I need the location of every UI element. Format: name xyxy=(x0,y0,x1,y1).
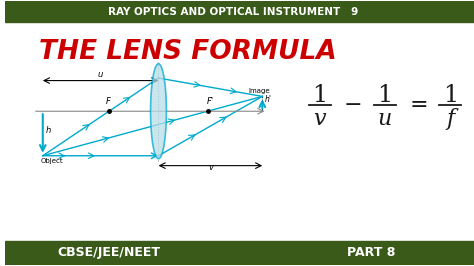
Text: v: v xyxy=(208,163,213,172)
Polygon shape xyxy=(151,64,166,159)
Text: F': F' xyxy=(206,97,213,106)
Text: THE LENS FORMULA: THE LENS FORMULA xyxy=(39,39,337,65)
Text: PART 8: PART 8 xyxy=(347,246,395,259)
Bar xyxy=(5,1,474,22)
Text: u: u xyxy=(378,108,392,130)
Text: h': h' xyxy=(264,95,271,104)
Text: v: v xyxy=(313,108,326,130)
Text: F: F xyxy=(106,97,110,106)
Text: =: = xyxy=(410,94,428,116)
Bar xyxy=(5,241,474,265)
Text: Object: Object xyxy=(41,158,64,164)
Text: h: h xyxy=(46,127,51,135)
Text: u: u xyxy=(98,70,103,78)
Text: 1: 1 xyxy=(312,84,327,107)
Text: RAY OPTICS AND OPTICAL INSTRUMENT   9: RAY OPTICS AND OPTICAL INSTRUMENT 9 xyxy=(108,7,358,17)
Text: 1: 1 xyxy=(443,84,458,107)
Text: CBSE/JEE/NEET: CBSE/JEE/NEET xyxy=(57,246,161,259)
Text: f: f xyxy=(446,108,455,130)
Text: Image: Image xyxy=(248,88,270,94)
Text: −: − xyxy=(344,94,363,116)
Text: 1: 1 xyxy=(377,84,392,107)
